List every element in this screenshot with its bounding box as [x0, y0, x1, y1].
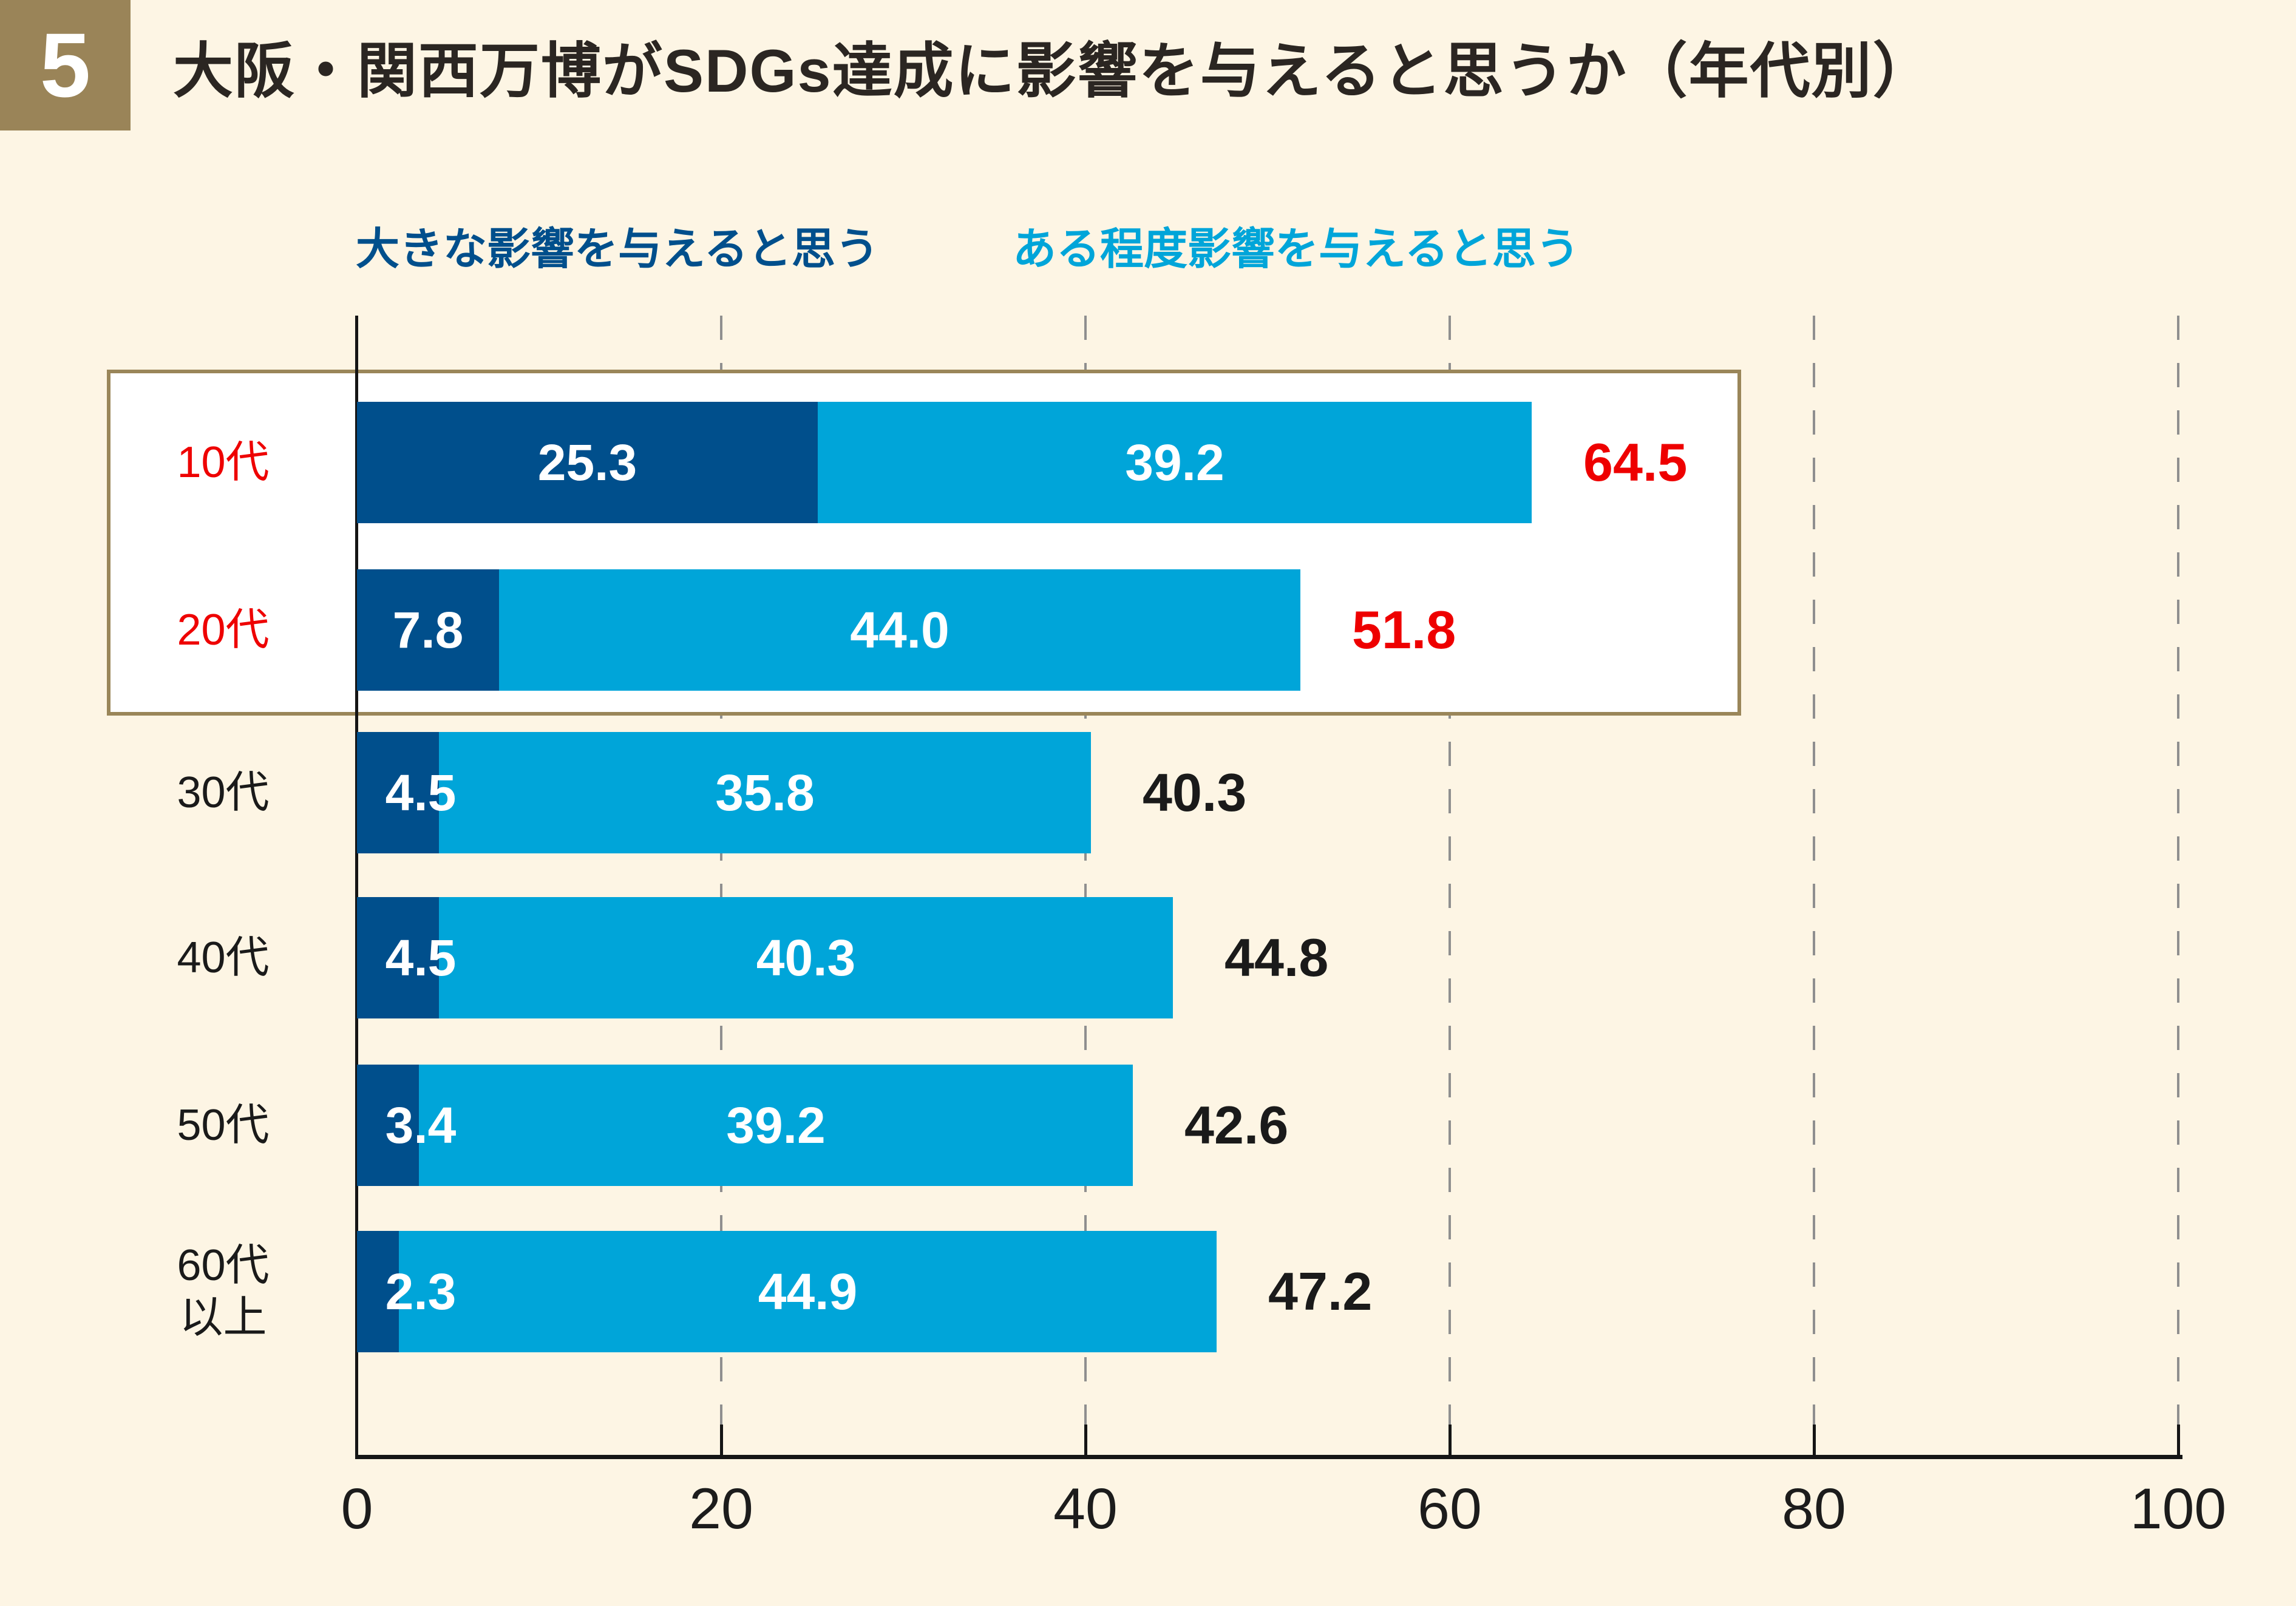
x-axis-tick-80 [1813, 1425, 1816, 1455]
bar-segment-major-6 [357, 1231, 399, 1352]
bar-total-6: 47.2 [1268, 1261, 1373, 1321]
bar-segment-major-1 [357, 402, 818, 523]
y-axis-line [355, 316, 358, 1459]
bar-value-major-6: 2.3 [385, 1262, 457, 1320]
x-axis-tick-label-80: 80 [1782, 1477, 1846, 1541]
bar-value-major-3: 4.5 [385, 764, 457, 821]
x-axis-tick-label-100: 100 [2130, 1477, 2227, 1541]
figure-number: 5 [39, 14, 91, 116]
gridline-100 [2177, 316, 2179, 1457]
bar-segment-major-3 [357, 732, 439, 853]
gridline-80 [1813, 316, 1815, 1457]
gridline-40 [1084, 316, 1087, 1457]
x-axis-tick-label-0: 0 [341, 1477, 373, 1541]
x-axis-tick-label-20: 20 [689, 1477, 753, 1541]
row-label-4: 40代 [177, 933, 270, 982]
bar-segment-moderate-1 [818, 402, 1532, 523]
bar-value-moderate-1: 39.2 [1125, 433, 1224, 491]
row-label-1: 10代 [177, 438, 270, 487]
figure-number-badge: 5 [0, 0, 131, 130]
row-label-6: 60代 以上 [177, 1241, 270, 1342]
bar-segment-moderate-3 [439, 732, 1091, 853]
bar-value-major-1: 25.3 [537, 433, 637, 491]
bar-value-moderate-4: 40.3 [756, 929, 856, 986]
bar-value-major-2: 7.8 [392, 601, 464, 659]
x-axis-line [355, 1455, 2182, 1459]
bar-total-5: 42.6 [1184, 1095, 1289, 1155]
bar-segment-moderate-4 [439, 897, 1173, 1018]
x-axis-tick-label-40: 40 [1053, 1477, 1118, 1541]
bar-segment-major-5 [357, 1065, 419, 1186]
bar-segment-moderate-2 [499, 569, 1300, 691]
bar-total-3: 40.3 [1143, 762, 1247, 822]
bar-total-1: 64.5 [1583, 432, 1688, 492]
bar-segment-moderate-6 [399, 1231, 1217, 1352]
bar-total-4: 44.8 [1224, 927, 1329, 988]
bar-segment-moderate-5 [419, 1065, 1133, 1186]
bar-value-moderate-6: 44.9 [758, 1262, 858, 1320]
row-label-3: 30代 [177, 768, 270, 817]
x-axis-tick-20 [720, 1425, 723, 1455]
bar-value-moderate-5: 39.2 [726, 1096, 826, 1154]
bar-segment-major-2 [357, 569, 499, 691]
bar-total-2: 51.8 [1352, 600, 1456, 660]
row-label-2: 20代 [177, 605, 270, 654]
bar-value-moderate-2: 44.0 [850, 601, 949, 659]
x-axis-tick-100 [2177, 1425, 2180, 1455]
bar-value-major-4: 4.5 [385, 929, 457, 986]
x-axis-tick-60 [1449, 1425, 1452, 1455]
legend-item-major-impact: 大きな影響を与えると思う [356, 225, 879, 274]
legend-item-moderate-impact: ある程度影響を与えると思う [1013, 225, 1580, 274]
x-axis-tick-40 [1084, 1425, 1087, 1455]
bar-segment-major-4 [357, 897, 439, 1018]
bar-value-moderate-3: 35.8 [715, 764, 815, 821]
page-title: 大阪・関西万博がSDGs達成に影響を与えると思うか（年代別） [173, 36, 1934, 104]
gridline-20 [720, 316, 722, 1457]
gridline-60 [1449, 316, 1451, 1457]
x-axis-tick-label-60: 60 [1418, 1477, 1482, 1541]
bar-value-major-5: 3.4 [385, 1096, 457, 1154]
row-label-5: 50代 [177, 1100, 270, 1150]
